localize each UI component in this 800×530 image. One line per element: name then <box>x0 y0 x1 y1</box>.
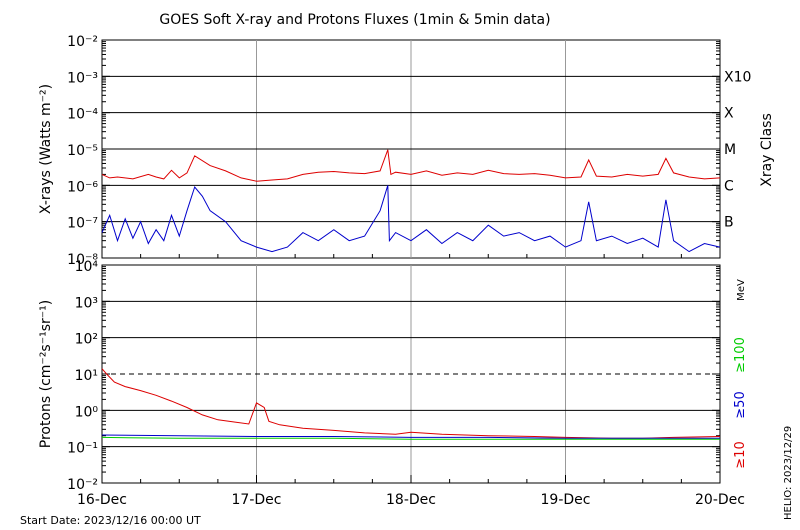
chart-title: GOES Soft X-ray and Protons Fluxes (1min… <box>159 12 550 28</box>
x-tick-label: 20-Dec <box>695 492 745 508</box>
x-tick-label: 17-Dec <box>232 492 282 508</box>
xray-ytick-label: 10⁻³ <box>67 70 98 86</box>
x-tick-label: 16-Dec <box>77 492 127 508</box>
protons-series-2 <box>101 436 720 440</box>
xray-class-label: C <box>724 178 734 194</box>
protons-ytick-label: 10¹ <box>75 368 98 384</box>
x-tick-label: 18-Dec <box>386 492 436 508</box>
xray-ytick-label: 10⁻⁵ <box>67 143 98 159</box>
xray-ytick-label: 10⁻² <box>67 34 98 50</box>
protons-ytick-label: 10⁰ <box>75 404 99 420</box>
helio-stamp: HELIO: 2023/12/29 <box>783 425 794 520</box>
xray-class-label: X10 <box>724 69 751 85</box>
xray-class-label: X <box>724 106 734 122</box>
xray-class-label: B <box>724 215 734 231</box>
protons-energy-label: ≥50 <box>733 391 748 418</box>
xray-class-axis-label: Xray Class <box>759 113 775 187</box>
xray-ytick-label: 10⁻⁶ <box>67 179 98 195</box>
protons-ytick-label: 10³ <box>75 295 98 311</box>
protons-energy-label: ≥100 <box>733 337 748 373</box>
protons-series-1 <box>101 434 720 439</box>
protons-ytick-label: 10² <box>75 332 98 348</box>
protons-energy-label: MeV <box>736 279 747 301</box>
xray-ytick-label: 10⁻⁴ <box>67 107 98 123</box>
protons-ytick-label: 10⁻¹ <box>67 441 98 457</box>
protons-series-0 <box>101 368 721 439</box>
xray-class-label: M <box>724 142 736 158</box>
x-tick-label: 19-Dec <box>541 492 591 508</box>
xray-ytick-label: 10⁻⁷ <box>67 216 98 232</box>
protons-ylabel: Protons (cm⁻²s⁻¹sr⁻¹) <box>38 300 54 449</box>
start-date-label: Start Date: 2023/12/16 00:00 UT <box>20 514 201 527</box>
protons-ytick-label: 10⁴ <box>75 259 99 275</box>
xray-series-1 <box>101 185 721 253</box>
protons-ytick-label: 10⁻² <box>67 477 98 493</box>
xray-ytick-label: 10⁻⁸ <box>67 252 98 268</box>
xray-series-0 <box>101 149 721 182</box>
xray-ylabel: X-rays (Watts m⁻²) <box>38 84 54 214</box>
protons-energy-label: ≥10 <box>733 441 748 468</box>
